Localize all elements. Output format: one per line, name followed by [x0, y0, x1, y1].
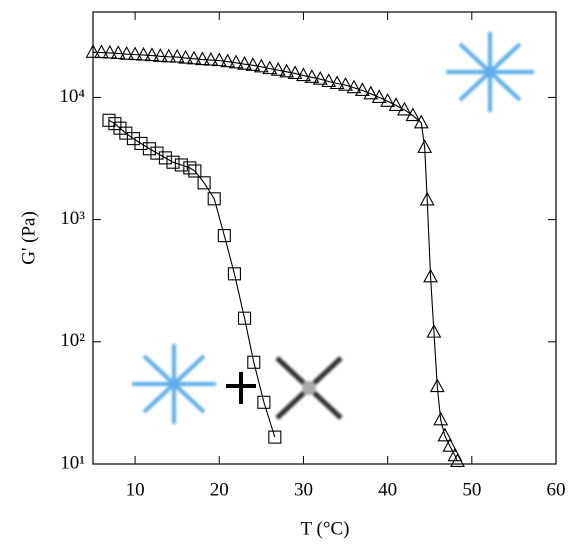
triangle-marker — [178, 49, 194, 64]
triangle-marker — [211, 52, 227, 67]
square-marker — [197, 176, 211, 190]
square-marker — [217, 229, 231, 243]
square-marker — [183, 161, 197, 175]
triangle-marker — [429, 378, 445, 393]
triangle-marker — [354, 82, 370, 97]
square-marker — [158, 151, 172, 165]
triangle-marker — [363, 85, 379, 100]
square-marker — [247, 355, 261, 369]
triangle-marker — [346, 79, 362, 94]
triangle-marker — [152, 48, 168, 62]
triangle-marker — [450, 453, 465, 467]
triangle-marker — [426, 323, 442, 338]
x-tick-label: 50 — [462, 479, 481, 500]
triangle-marker — [237, 56, 252, 70]
triangle-marker — [423, 268, 438, 283]
x-tick-label: 10 — [126, 479, 145, 500]
triangle-marker — [321, 73, 337, 88]
square-marker — [142, 142, 156, 156]
triangle-marker — [136, 46, 151, 61]
square-marker — [207, 192, 221, 206]
triangle-marker — [228, 54, 244, 69]
triangle-marker — [417, 139, 433, 153]
triangle-marker — [102, 44, 118, 59]
triangle-marker — [203, 51, 219, 66]
triangle-marker — [296, 67, 311, 82]
series-line — [108, 119, 276, 438]
triangle-marker — [442, 437, 458, 452]
triangle-marker — [304, 69, 320, 83]
triangle-marker — [245, 57, 261, 71]
square-marker — [174, 158, 188, 172]
square-marker — [134, 136, 148, 150]
square-marker — [257, 395, 271, 409]
triangle-marker — [220, 53, 236, 68]
triangle-marker — [169, 48, 185, 63]
square-marker — [227, 267, 241, 281]
y-tick-label: 10³ — [60, 208, 85, 229]
y-tick-label: 10² — [60, 330, 85, 351]
triangle-marker — [144, 47, 160, 62]
y-tick-label: 10⁴ — [59, 86, 85, 107]
triangle-marker — [195, 51, 210, 66]
triangle-marker — [388, 97, 404, 111]
triangle-marker — [262, 60, 278, 75]
triangle-marker — [110, 45, 126, 59]
triangle-marker — [397, 101, 412, 116]
triangle-marker — [371, 89, 387, 103]
triangle-marker — [253, 58, 269, 73]
triangle-marker — [405, 107, 421, 122]
triangle-marker — [270, 62, 286, 76]
square-marker — [126, 132, 140, 146]
square-marker — [268, 430, 282, 444]
square-marker — [166, 155, 180, 169]
triangle-marker — [419, 191, 435, 206]
plus-sign — [226, 372, 256, 404]
series-line — [92, 51, 459, 462]
triangle-marker — [329, 75, 345, 90]
y-tick-label: 10¹ — [60, 452, 85, 473]
square-marker — [108, 117, 122, 131]
triangle-marker — [127, 46, 143, 61]
triangle-marker — [93, 44, 109, 59]
triangle-marker — [433, 411, 449, 426]
triangle-marker — [413, 114, 429, 129]
y-axis-label: G' (Pa) — [18, 211, 39, 265]
plot-frame — [92, 11, 557, 465]
square-marker — [237, 311, 252, 325]
triangle-marker — [312, 71, 328, 85]
x-tick-label: 40 — [378, 479, 397, 500]
square-marker — [188, 164, 202, 178]
triangle-marker — [161, 48, 177, 63]
triangle-marker — [279, 63, 295, 78]
triangle-marker — [287, 65, 303, 80]
x-tick-label: 60 — [547, 479, 566, 500]
triangle-marker — [338, 76, 353, 91]
icon-star — [132, 32, 534, 424]
x-tick-label: 30 — [294, 479, 313, 500]
x-tick-label: 20 — [210, 479, 229, 500]
triangle-marker — [380, 93, 396, 107]
triangle-marker — [85, 44, 101, 58]
triangle-marker — [437, 427, 453, 442]
square-marker — [150, 146, 164, 160]
triangle-marker — [119, 45, 135, 60]
x-axis-label: T (°C) — [301, 518, 350, 539]
triangle-marker — [186, 50, 202, 65]
